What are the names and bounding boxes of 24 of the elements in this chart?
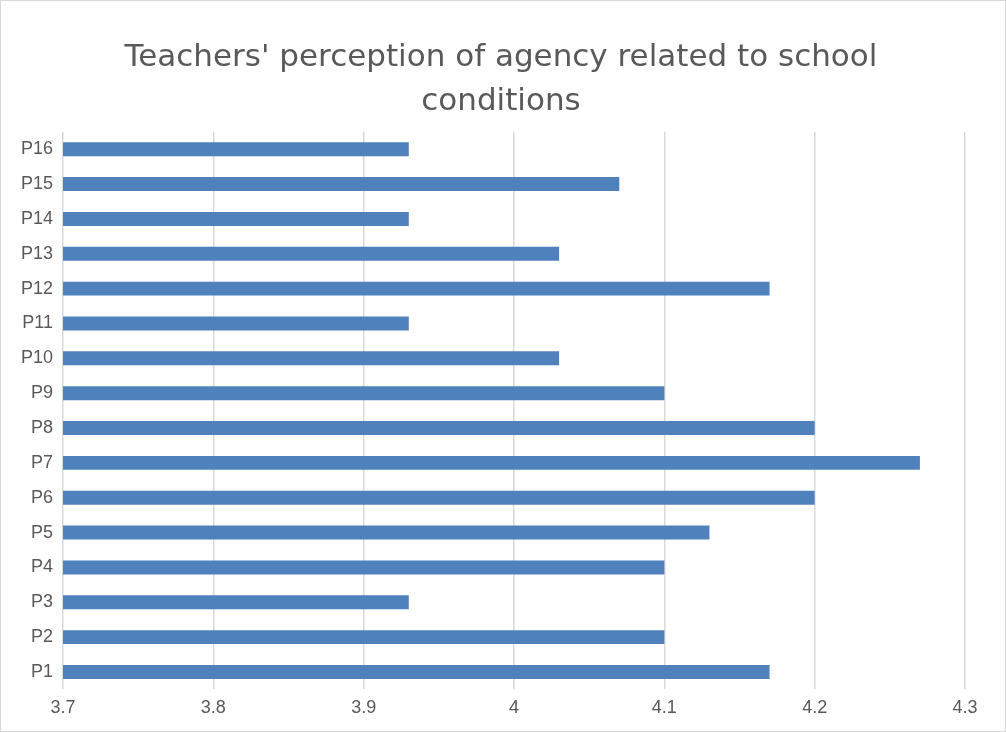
y-tick-label: P3 [31, 591, 54, 612]
y-tick-label: P1 [31, 660, 54, 681]
chart-title: Teachers' perception of agency related to school conditions [123, 36, 879, 119]
y-tick-label: P10 [21, 347, 54, 368]
y-tick-label: P5 [31, 521, 54, 542]
y-tick-label: P4 [31, 556, 54, 577]
x-tick-label: 4.2 [802, 697, 828, 718]
x-tick-label: 4.1 [651, 697, 677, 718]
y-tick-label: P9 [31, 382, 54, 403]
y-tick-label: P14 [21, 207, 54, 228]
x-tick-label: 3.9 [351, 697, 377, 718]
y-tick-label: P11 [22, 312, 54, 333]
x-tick-label: 4.3 [952, 697, 978, 718]
y-tick-label: P16 [21, 138, 54, 159]
x-tick-label: 3.8 [200, 697, 226, 718]
y-tick-label: P15 [21, 173, 54, 194]
y-tick-label: P2 [31, 626, 54, 647]
x-tick-label: 4 [509, 697, 520, 718]
y-tick-label: P8 [31, 416, 54, 437]
y-tick-label: P6 [31, 486, 54, 507]
x-tick-label: 3.7 [50, 697, 76, 718]
y-tick-label: P7 [31, 451, 54, 472]
y-tick-label: P13 [21, 242, 54, 263]
y-tick-label: P12 [21, 277, 54, 298]
